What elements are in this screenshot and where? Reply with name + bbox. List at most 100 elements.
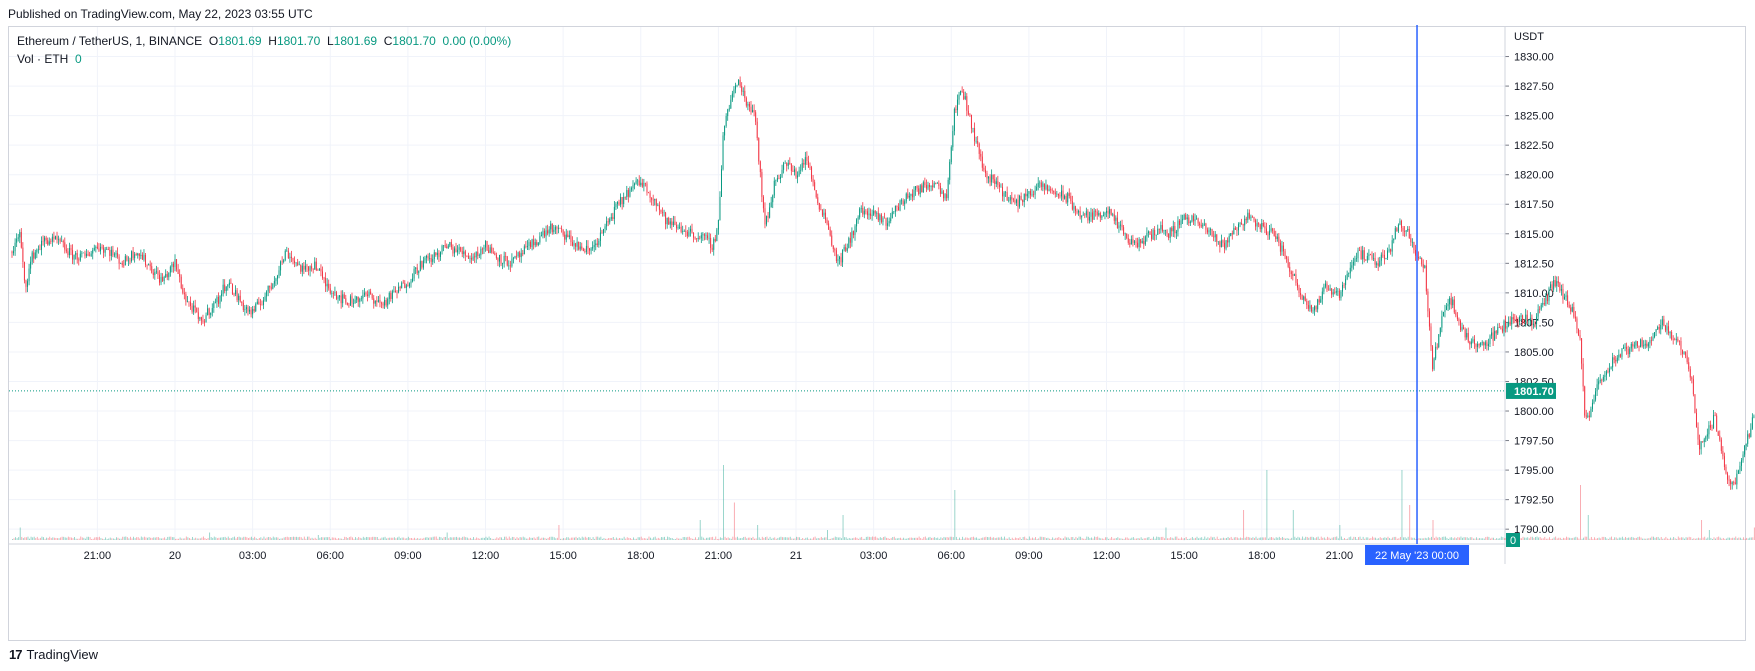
volume-bar — [1086, 536, 1088, 540]
candle-body — [1231, 233, 1233, 235]
candle-body — [1178, 220, 1180, 226]
candle-body — [73, 254, 75, 260]
volume-bar — [1308, 537, 1310, 540]
volume-bar — [1092, 538, 1094, 540]
candle-body — [657, 205, 659, 206]
candle-body — [312, 268, 314, 270]
volume-bar — [556, 537, 558, 540]
volume-bar — [1573, 537, 1575, 540]
candle-body — [1630, 343, 1632, 349]
volume-bar — [288, 537, 290, 540]
candle-body — [1009, 197, 1011, 201]
candle-body — [227, 284, 229, 287]
candle-body — [239, 295, 241, 302]
volume-bar — [1747, 538, 1749, 540]
candle-body — [1119, 224, 1121, 226]
volume-bar — [684, 536, 686, 540]
volume-bar — [1264, 537, 1266, 540]
candle-body — [809, 167, 811, 168]
candle-body — [1242, 224, 1244, 226]
candle-body — [896, 205, 898, 207]
volume-bar — [778, 537, 780, 540]
volume-bar — [1288, 538, 1290, 540]
volume-bar — [986, 537, 988, 540]
candle-body — [970, 114, 972, 129]
chart-frame[interactable] — [8, 26, 1746, 641]
candle-body — [194, 305, 196, 308]
candle-body — [1369, 254, 1371, 256]
volume-bar — [1558, 537, 1560, 540]
volume-bar — [277, 537, 279, 540]
candle-body — [643, 182, 645, 187]
volume-bar — [640, 536, 642, 540]
volume-bar — [67, 536, 69, 540]
volume-bar — [1460, 536, 1462, 540]
volume-bar — [1361, 538, 1363, 540]
candle-body — [941, 191, 943, 194]
volume-bar — [775, 538, 777, 540]
candle-body — [949, 161, 951, 180]
volume-bar — [238, 536, 240, 540]
candle-body — [1039, 182, 1041, 184]
candle-body — [58, 239, 60, 240]
candle-body — [158, 274, 160, 283]
candle-body — [1250, 216, 1252, 219]
volume-bar — [1727, 537, 1729, 540]
volume-bar — [914, 537, 915, 540]
tradingview-footer[interactable]: 17 TradingView — [9, 647, 98, 662]
candle-body — [866, 211, 868, 216]
candle-body — [559, 227, 561, 229]
candle-body — [764, 208, 766, 225]
candle-body — [1194, 219, 1196, 222]
candle-body — [217, 296, 219, 304]
candle-body — [1272, 228, 1274, 231]
candle-body — [394, 290, 396, 293]
candle-body — [731, 93, 733, 100]
candle-body — [199, 317, 201, 319]
candle-body — [474, 256, 476, 258]
volume-bar — [695, 537, 697, 540]
volume-bar — [634, 538, 636, 540]
change-value: 0.00 (0.00%) — [442, 34, 512, 48]
volume-bar — [435, 536, 437, 540]
candle-body — [59, 239, 61, 242]
volume-bar — [991, 537, 993, 540]
volume-bar — [22, 538, 24, 540]
volume-bar — [33, 536, 35, 540]
candle-body — [124, 256, 126, 266]
candle-body — [1359, 250, 1361, 251]
volume-bar — [1328, 537, 1330, 540]
volume-bar — [235, 538, 237, 540]
candle-body — [943, 191, 945, 199]
volume-bar — [692, 538, 693, 540]
volume-bar — [1533, 537, 1535, 540]
volume-bar — [480, 537, 482, 540]
volume-bar — [594, 538, 596, 540]
volume-bar — [705, 537, 707, 540]
volume-bar — [813, 537, 814, 540]
candle-body — [259, 304, 261, 305]
candle-body — [1281, 245, 1283, 252]
candle-body — [506, 256, 508, 266]
volume-bar — [844, 537, 846, 540]
volume-bar — [799, 537, 801, 540]
candle-body — [1565, 295, 1567, 297]
volume-bar — [1137, 538, 1139, 540]
candle-body — [1360, 250, 1362, 260]
volume-bar — [463, 536, 465, 540]
candle-body — [876, 212, 878, 214]
volume-bar — [418, 538, 420, 540]
candle-body — [683, 230, 685, 232]
candle-body — [775, 180, 777, 182]
volume-bar — [780, 536, 782, 540]
volume-bar — [1342, 538, 1344, 540]
volume-bar — [510, 538, 512, 540]
volume-bar — [400, 538, 402, 540]
volume-bar — [511, 536, 513, 540]
volume-bar — [1232, 538, 1234, 540]
candle-body — [99, 246, 101, 252]
volume-bar — [1108, 538, 1109, 540]
candle-body — [363, 292, 365, 296]
candle-body — [1307, 305, 1309, 309]
